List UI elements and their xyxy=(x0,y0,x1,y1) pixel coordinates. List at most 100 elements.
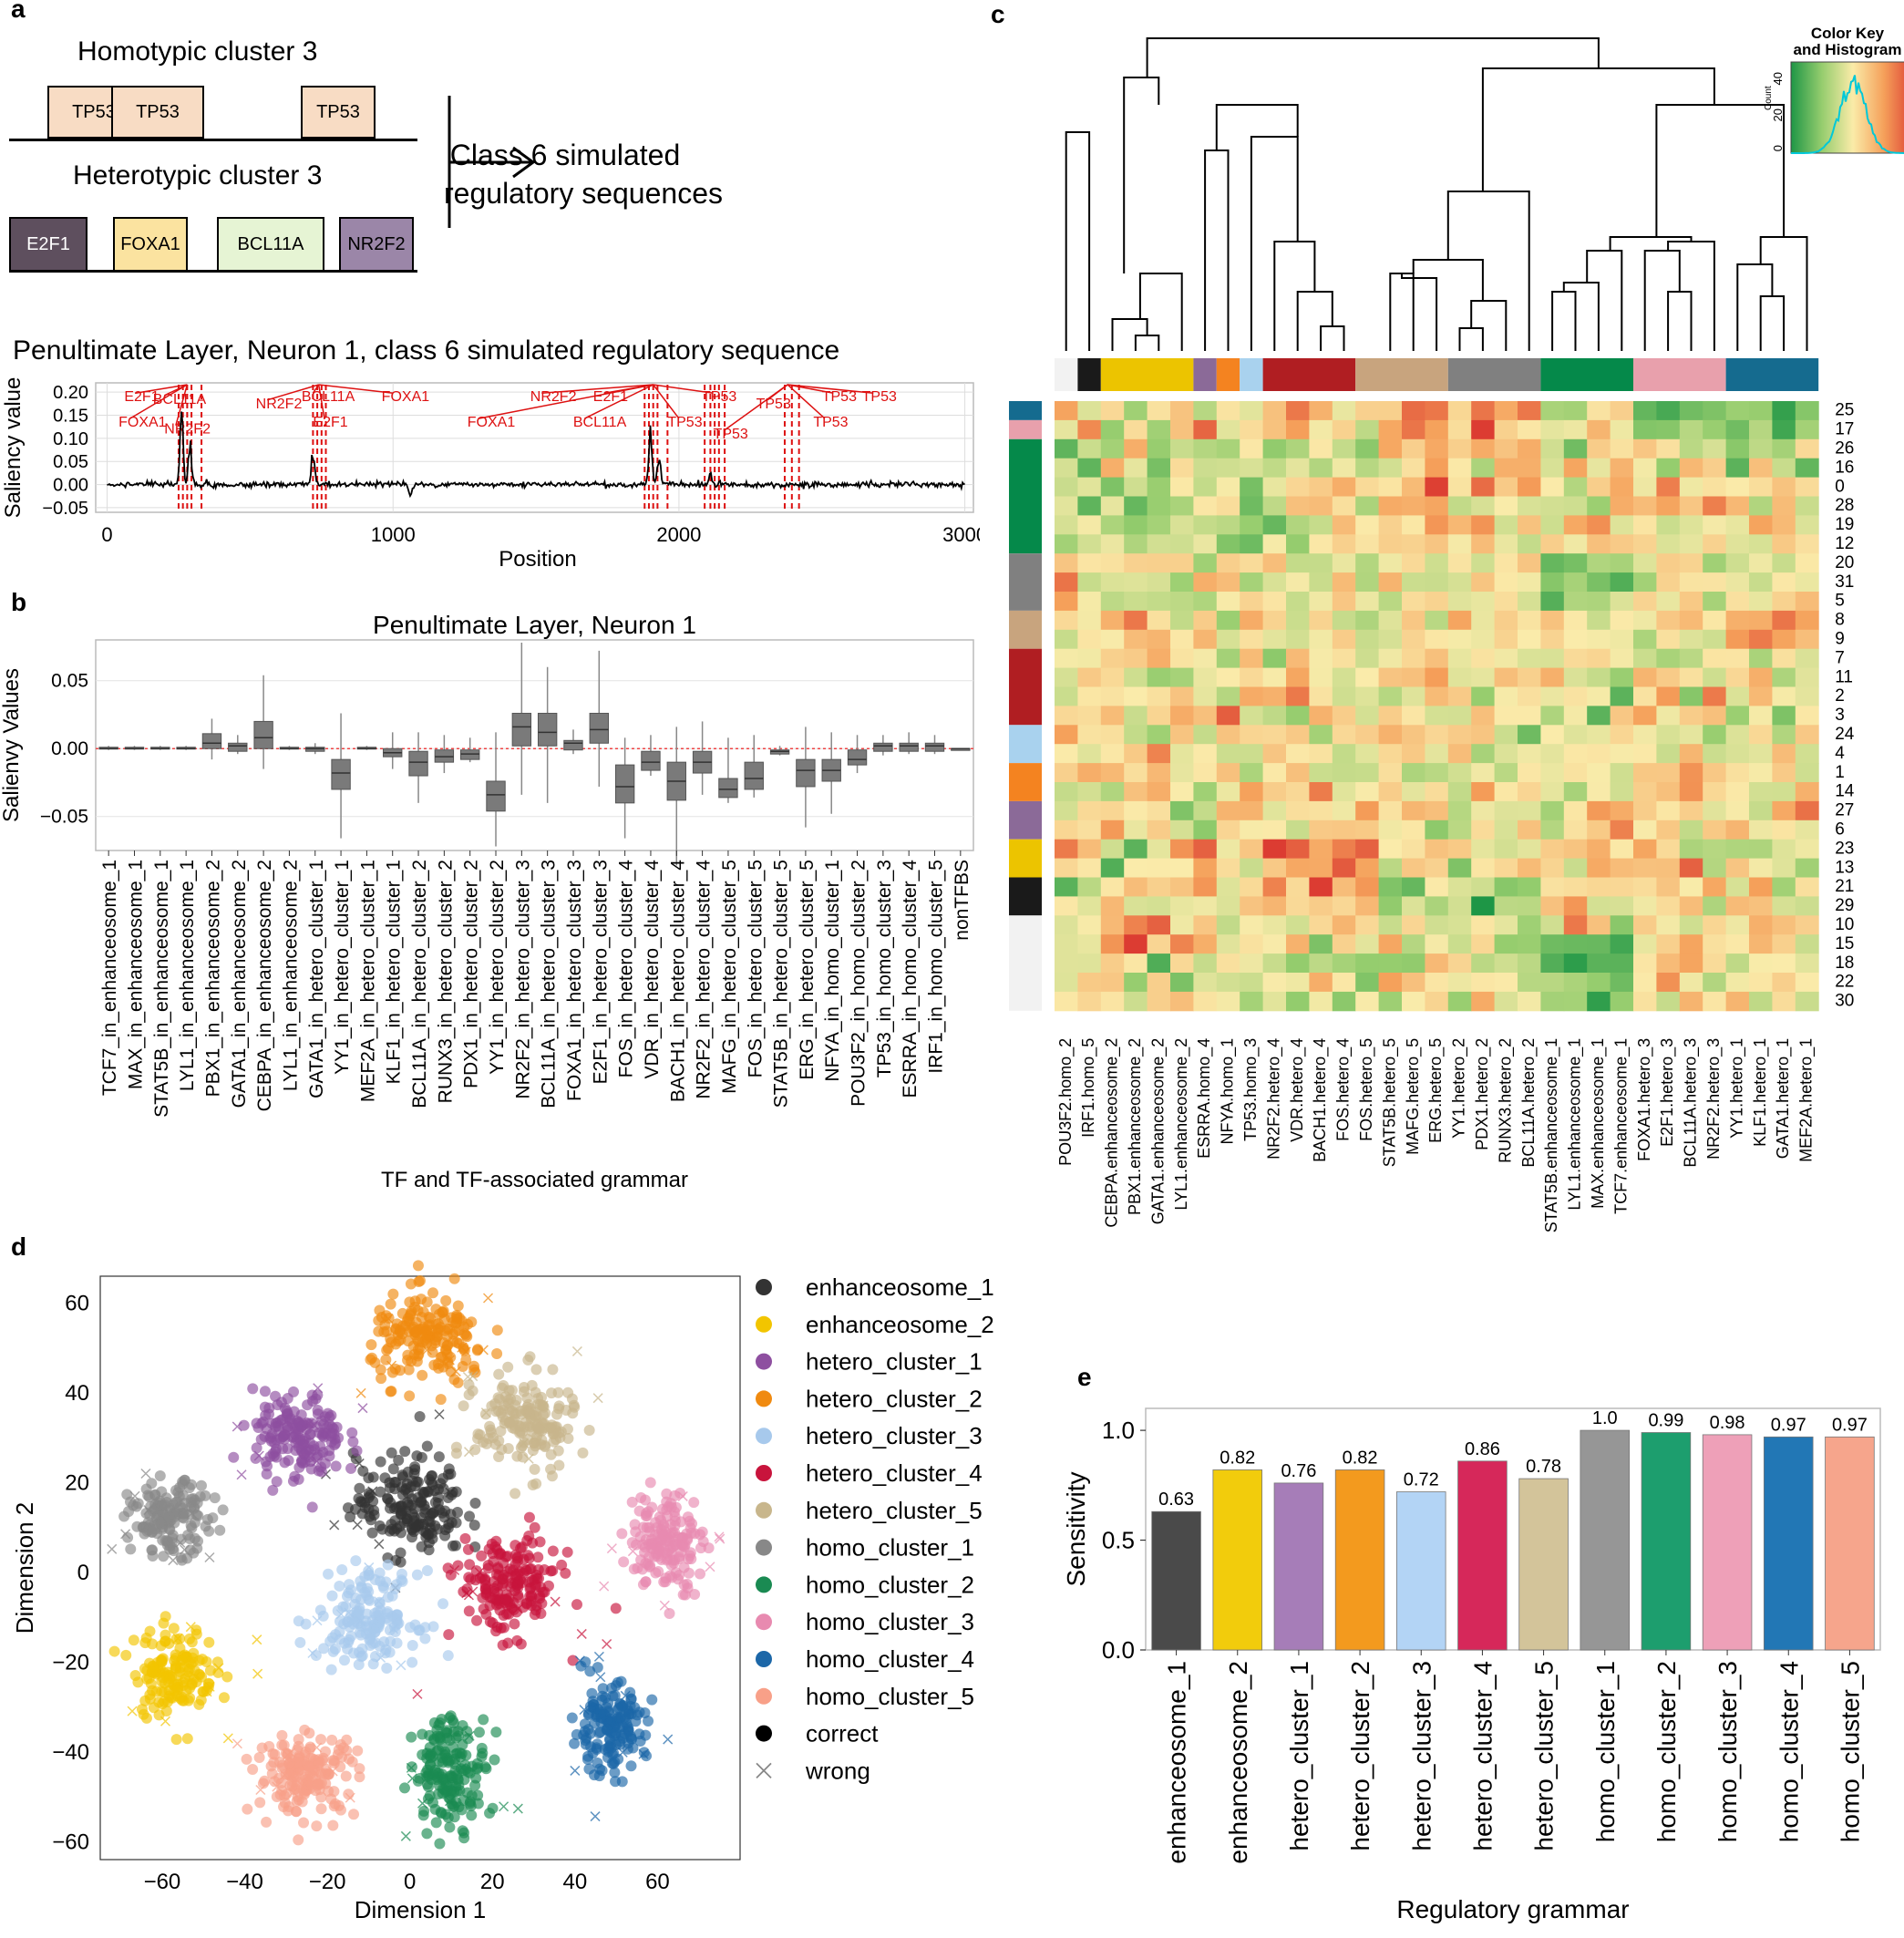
heatmap-cell xyxy=(1309,973,1333,993)
scatter-point xyxy=(583,1763,595,1775)
heatmap-cell xyxy=(1540,686,1565,706)
annotation-leader xyxy=(787,384,826,419)
heatmap-cell xyxy=(1471,725,1496,745)
scatter-point xyxy=(413,1521,425,1532)
heatmap-cell xyxy=(1772,572,1796,593)
scatter-point xyxy=(345,1630,357,1642)
heatmap-cell xyxy=(1262,572,1287,593)
heatmap-cell xyxy=(1679,419,1703,440)
heatmap-cell xyxy=(1147,419,1171,440)
heatmap-cell xyxy=(1355,782,1380,802)
heatmap-cell xyxy=(1563,648,1588,669)
scatter-wrong-point xyxy=(172,1633,183,1644)
heatmap-cell xyxy=(1193,438,1218,459)
heatmap-row-label: 5 xyxy=(1835,592,1845,611)
heatmap-cell xyxy=(1425,648,1449,669)
scatter-point xyxy=(154,1516,166,1528)
heatmap-cell xyxy=(1610,934,1634,954)
heatmap-cell xyxy=(1425,954,1449,974)
scatter-point xyxy=(163,1511,175,1523)
scatter-point xyxy=(437,1598,449,1610)
heatmap-cell xyxy=(1772,401,1796,421)
heatmap-cell xyxy=(1610,973,1634,993)
saliency-xlabel: Position xyxy=(499,547,576,572)
scatter-point xyxy=(309,1444,321,1456)
heatmap-cell xyxy=(1563,800,1588,821)
heatmap-cell xyxy=(1633,839,1657,860)
row-group-bar xyxy=(1009,648,1042,726)
heatmap-cell xyxy=(1170,592,1194,612)
heatmap-cell xyxy=(1055,954,1078,974)
heatmap-cell xyxy=(1772,592,1796,612)
scatter-point xyxy=(188,1647,200,1659)
heatmap-cell xyxy=(1193,706,1218,726)
heatmap-cell xyxy=(1703,686,1727,706)
heatmap-cell xyxy=(1563,419,1588,440)
heatmap-cell xyxy=(1471,401,1496,421)
scatter-point xyxy=(381,1663,393,1675)
heatmap-cell xyxy=(1100,763,1125,783)
heatmap-cell xyxy=(1100,667,1125,687)
scatter-point xyxy=(443,1463,455,1475)
scatter-point xyxy=(419,1622,431,1634)
heatmap-cell xyxy=(1703,610,1727,631)
heatmap-cell xyxy=(1633,686,1657,706)
scatter-point xyxy=(449,1540,461,1551)
heatmap-row-label: 10 xyxy=(1835,915,1854,934)
heatmap-column-label: FOXA1.hetero_3 xyxy=(1635,1038,1654,1161)
annotation-leader xyxy=(787,384,874,394)
heatmap-cell xyxy=(1378,629,1403,650)
heatmap-cell xyxy=(1679,934,1703,954)
bar-ytick-label: 0.5 xyxy=(1102,1527,1135,1554)
scatter-point xyxy=(640,1576,652,1588)
heatmap-cell xyxy=(1193,820,1218,840)
scatter-point xyxy=(443,1629,455,1641)
heatmap-cell xyxy=(1425,973,1449,993)
heatmap-cell xyxy=(1587,973,1611,993)
heatmap-cell xyxy=(1494,896,1518,916)
scatter-point xyxy=(181,1733,193,1745)
heatmap-cell xyxy=(1077,973,1102,993)
heatmap-cell xyxy=(1262,877,1287,897)
scatter-point xyxy=(348,1809,360,1820)
scatter-ytick-label: −40 xyxy=(52,1740,89,1765)
heatmap-cell xyxy=(1077,763,1102,783)
scatter-point xyxy=(695,1529,706,1541)
scatter-wrong-point xyxy=(457,1762,468,1773)
heatmap-column-label: RUNX3.hetero_2 xyxy=(1496,1038,1515,1163)
heatmap-cell xyxy=(1587,686,1611,706)
scatter-point xyxy=(413,1275,425,1287)
saliency-xtick-label: 0 xyxy=(101,523,112,546)
scatter-point xyxy=(355,1496,366,1508)
scatter-point xyxy=(616,1528,628,1540)
bar xyxy=(1334,1469,1385,1651)
heterotypic-baseline xyxy=(9,270,417,273)
heatmap-cell xyxy=(1749,973,1773,993)
heatmap-cell xyxy=(1795,553,1819,573)
heatmap-cell xyxy=(1447,419,1472,440)
heatmap-cell xyxy=(1749,839,1773,860)
scatter-point xyxy=(359,1587,371,1599)
scatter-xtick-label: −20 xyxy=(309,1870,346,1894)
heatmap-cell xyxy=(1262,954,1287,974)
heatmap-cell xyxy=(1563,515,1588,535)
scatter-point xyxy=(654,1533,666,1545)
scatter-wrong-point xyxy=(175,1537,186,1548)
heatmap-cell xyxy=(1633,438,1657,459)
box-category-label: BCL11A_in_hetero_cluster_3 xyxy=(539,860,560,1108)
column-group-bar xyxy=(1055,358,1078,391)
heatmap-cell xyxy=(1703,667,1727,687)
heatmap-cell xyxy=(1795,915,1819,935)
heatmap-cell xyxy=(1447,401,1472,421)
scatter-wrong-point xyxy=(232,1421,242,1432)
scatter-point xyxy=(616,1701,628,1713)
heatmap-column-label: LYL1.enhanceosome_1 xyxy=(1566,1038,1585,1211)
scatter-point xyxy=(451,1309,463,1321)
scatter-wrong-point xyxy=(449,1564,460,1576)
annotation-leader xyxy=(653,384,680,419)
heatmap-cell xyxy=(1447,534,1472,554)
scatter-point xyxy=(402,1466,414,1478)
scatter-wrong-point xyxy=(574,1655,585,1666)
heatmap-cell xyxy=(1656,763,1681,783)
heatmap-cell xyxy=(1749,458,1773,479)
